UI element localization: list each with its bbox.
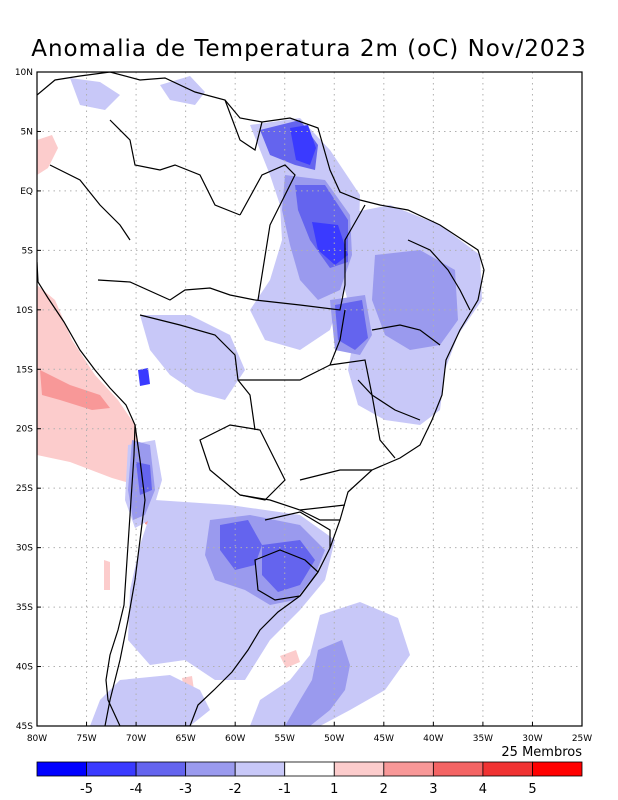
lon-label: 75W [76, 734, 96, 744]
border-amazon-state [239, 164, 296, 301]
border-bolivia-brazil [139, 314, 256, 431]
colorbar-tick-label: -4 [130, 782, 143, 797]
lon-label: 45W [374, 734, 394, 744]
border-suriname-guyana [224, 99, 263, 151]
border-uruguay [254, 549, 319, 601]
border-sao-paulo [299, 469, 372, 481]
warm-anomaly-pacific-light [37, 285, 142, 485]
latitude-labels: 10N 5N EQ 5S 10S 15S 20S 25S 30S 35S 40S 45S [15, 68, 41, 732]
lat-label: EQ [20, 187, 33, 197]
colorbar [36, 761, 583, 777]
lat-label: 25S [16, 484, 33, 494]
colorbar-swatch [284, 761, 335, 777]
plot-frame [36, 71, 583, 727]
lon-label: 60W [225, 734, 245, 744]
lon-label: 70W [126, 734, 146, 744]
border-argentina-chile [104, 424, 146, 726]
colorbar-tick-label: -2 [229, 782, 242, 797]
warm-anomaly-south-atlantic [280, 650, 300, 668]
coastline-south-america [37, 72, 485, 726]
colorbar-tick-label: 2 [380, 782, 388, 797]
lat-label: 5N [21, 127, 33, 137]
colorbar-tick-label: 1 [330, 782, 338, 797]
lat-label: 20S [16, 425, 33, 435]
anomaly-shading [37, 76, 482, 726]
cold-anomaly-titicaca-deep [138, 368, 150, 386]
cold-anomaly-tocantins-strong [335, 300, 368, 350]
cold-anomaly-northeast-mid [372, 250, 458, 350]
cold-anomaly-venezuela [160, 76, 205, 105]
colorbar-swatch [482, 761, 533, 777]
lat-label: 45S [16, 722, 33, 732]
border-peru-brazil [97, 279, 256, 301]
lon-label: 25W [572, 734, 592, 744]
colorbar-swatch [532, 761, 583, 777]
colorbar-tick-label: -3 [179, 782, 192, 797]
colorbar-swatch [234, 761, 286, 777]
cold-anomaly-caribbean [70, 78, 120, 110]
cold-anomaly-para-deep [312, 222, 348, 265]
colorbar-tick-label: 3 [429, 782, 437, 797]
border-santa-catarina [299, 504, 346, 511]
border-colombia-venezuela [109, 119, 241, 216]
colorbar-swatch [383, 761, 434, 777]
lon-label: 50W [324, 734, 344, 744]
lat-label: 5S [22, 246, 34, 256]
political-borders [37, 72, 485, 726]
lon-label: 40W [423, 734, 443, 744]
lon-label: 80W [27, 734, 47, 744]
border-goias-bahia [357, 379, 396, 459]
lat-label: 30S [16, 544, 33, 554]
lat-label: 35S [16, 603, 33, 613]
lat-label: 10S [16, 306, 33, 316]
colorbar-tick-label: -5 [80, 782, 93, 797]
colorbar-swatch [86, 761, 137, 777]
colorbar-swatch [333, 761, 385, 777]
colorbar-swatch [135, 761, 187, 777]
lat-label: 40S [16, 663, 33, 673]
cold-anomaly-amapa-deep [290, 125, 316, 165]
lat-label: 15S [16, 365, 33, 375]
colorbar-labels: -5 -4 -3 -2 -1 1 2 3 4 5 [80, 782, 537, 797]
warm-anomaly-west-coast [104, 560, 110, 590]
colorbar-swatch [36, 761, 87, 777]
colorbar-swatch [432, 761, 484, 777]
colorbar-tick-label: 4 [479, 782, 487, 797]
cold-anomaly-atlantic-mid [285, 640, 350, 726]
lon-label: 65W [175, 734, 195, 744]
lon-label: 35W [473, 734, 493, 744]
warm-anomaly-north-pacific [37, 135, 58, 175]
border-para-tocantins [254, 204, 366, 311]
ensemble-members-label: 25 Membros [501, 745, 582, 760]
lat-lon-grid [37, 72, 582, 726]
lon-label: 55W [275, 734, 295, 744]
map-title: Anomalia de Temperatura 2m (oC) Nov/2023 [31, 36, 587, 62]
cold-anomaly-uruguay-strong [262, 540, 315, 592]
colorbar-tick-label: -1 [278, 782, 291, 797]
cold-anomaly-bolivia [140, 315, 245, 400]
colorbar-tick-label: 5 [528, 782, 536, 797]
cold-anomaly-patagonia [90, 675, 210, 726]
border-paraguay [199, 424, 286, 501]
cold-anomaly-andes-strong [136, 462, 152, 495]
longitude-labels: 80W 75W 70W 65W 60W 55W 50W 45W 40W 35W 30W 25W [27, 722, 592, 744]
warm-anomaly-pacific-mid [40, 370, 110, 410]
cold-anomaly-south-strong [220, 520, 262, 570]
colorbar-swatch [185, 761, 236, 777]
border-colombia-peru-ecuador [49, 164, 131, 241]
lon-label: 30W [522, 734, 542, 744]
border-bahia [371, 324, 441, 346]
border-rio-grande-sul [264, 511, 331, 548]
lat-label: 10N [15, 68, 33, 78]
border-northeast-states [407, 239, 471, 311]
